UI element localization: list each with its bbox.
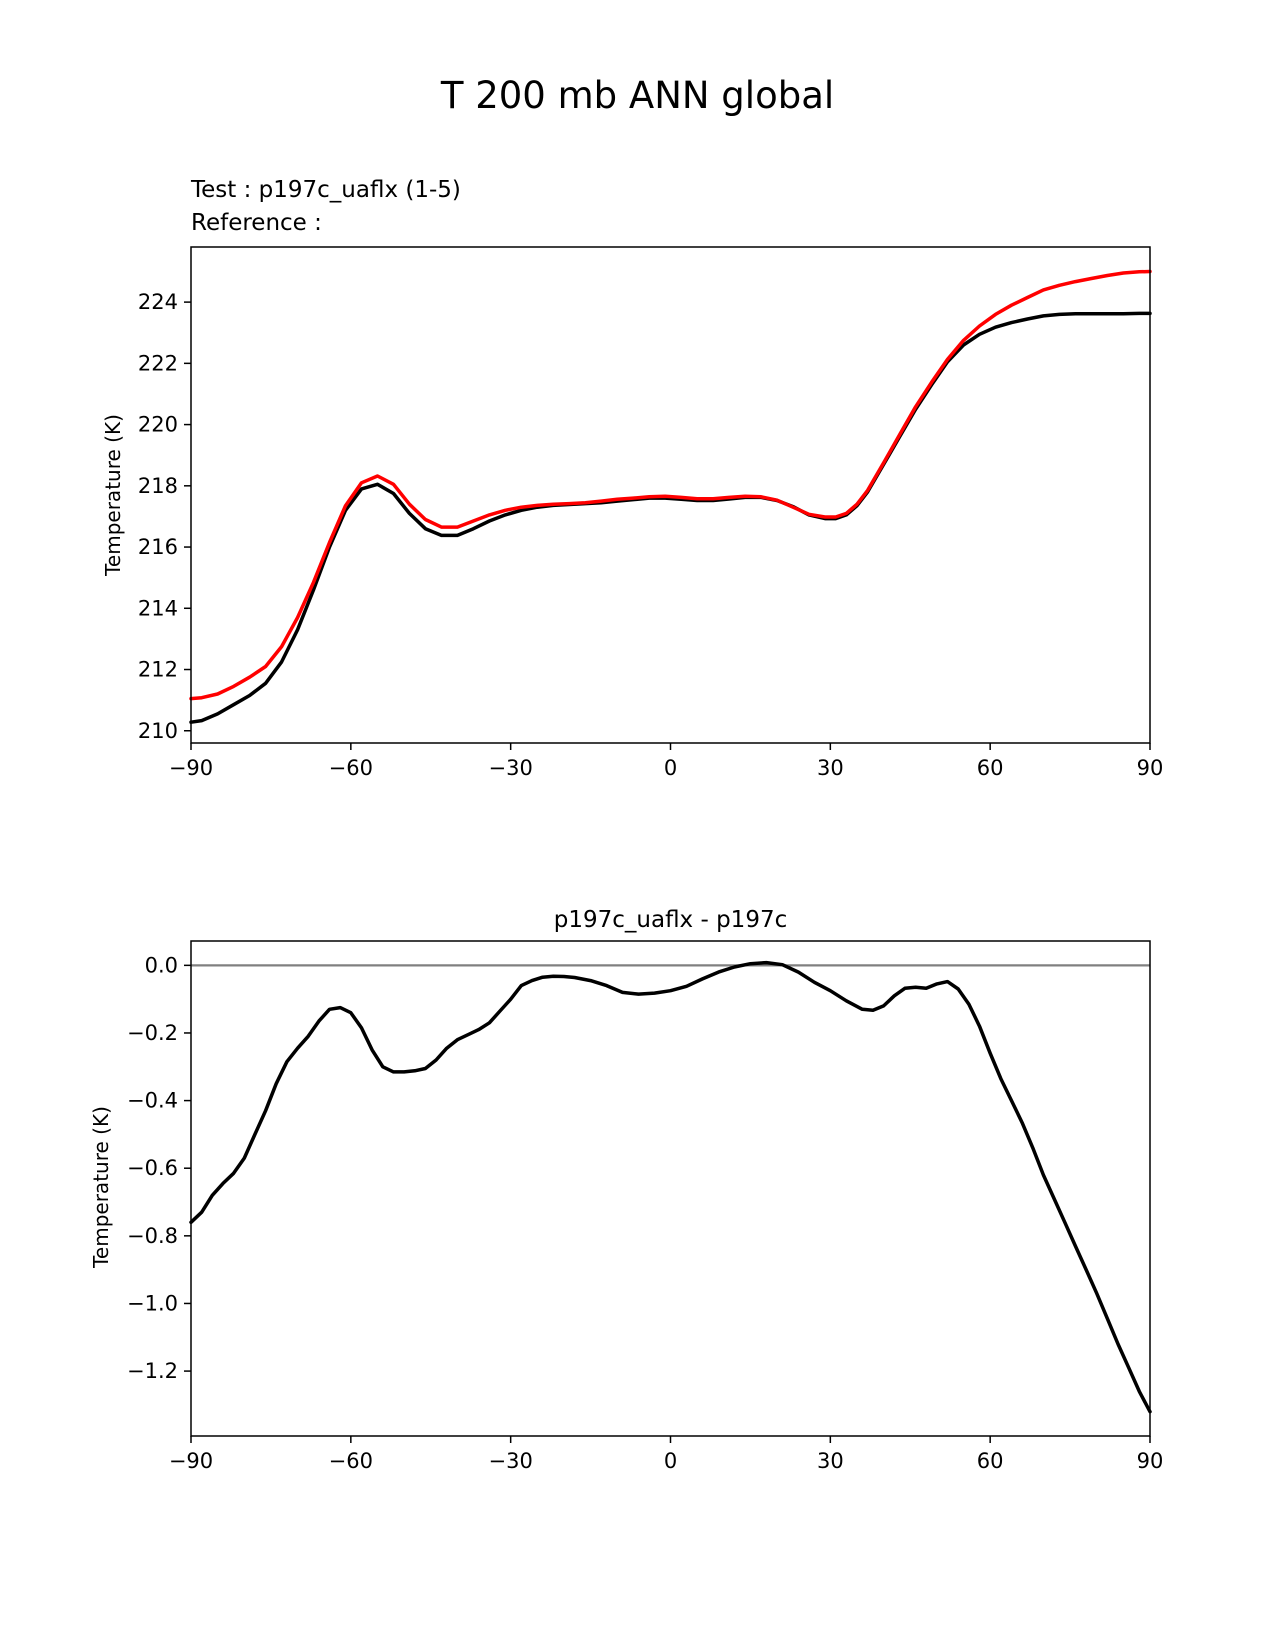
figure-title: T 200 mb ANN global: [440, 74, 834, 117]
bottom-x-tick-label: 60: [977, 1449, 1004, 1473]
top-y-axis-label: Temperature (K): [101, 414, 125, 577]
top-panel: Test : p197c_uaflx (1-5) Reference : Tem…: [101, 177, 1163, 780]
bottom-y-axis-label: Temperature (K): [89, 1106, 113, 1269]
bottom-y-tick-label: −1.0: [127, 1291, 178, 1315]
top-y-tick-label: 222: [138, 351, 178, 375]
bottom-plot-frame: [190, 940, 1151, 1437]
bottom-x-tick-label: 0: [664, 1449, 677, 1473]
top-y-tick-label: 212: [138, 658, 178, 682]
bottom-series: [189, 960, 1152, 1414]
bottom-panel: p197c_uaflx - p197c Temperature (K) −90−…: [89, 907, 1163, 1473]
bottom-y-tick-label: −0.8: [127, 1224, 178, 1248]
test-label: Test : p197c_uaflx (1-5): [190, 177, 461, 203]
bottom-y-tick-label: −0.6: [127, 1156, 178, 1180]
bottom-x-tick-label: 90: [1137, 1449, 1164, 1473]
top-y-ticks: 210 212 214 216 218 220 222 224: [138, 290, 191, 743]
top-y-tick-label: 224: [138, 290, 178, 314]
top-y-tick-label: 210: [138, 719, 178, 743]
bottom-y-ticks: 0.0 −0.2 −0.4 −0.6 −0.8 −1.0 −1.2: [127, 953, 191, 1383]
bottom-y-tick-label: −0.2: [127, 1021, 178, 1045]
top-reference-line: [189, 269, 1152, 701]
top-plot-frame: [190, 246, 1151, 744]
top-series: [189, 269, 1152, 724]
top-test-line: [189, 311, 1152, 724]
top-x-tick-label: 90: [1137, 756, 1164, 780]
top-x-tick-label: 30: [817, 756, 844, 780]
bottom-x-tick-label: −90: [169, 1449, 213, 1473]
top-x-tick-label: −90: [169, 756, 213, 780]
bottom-y-tick-label: −0.4: [127, 1089, 178, 1113]
bottom-x-tick-label: −60: [329, 1449, 373, 1473]
top-y-tick-label: 216: [138, 535, 178, 559]
top-y-tick-label: 218: [138, 474, 178, 498]
top-x-tick-label: −30: [489, 756, 533, 780]
bottom-x-ticks: −90 −60 −30 0 30 60 90: [169, 1436, 1164, 1473]
bottom-x-tick-label: −30: [489, 1449, 533, 1473]
top-x-tick-label: 0: [664, 756, 677, 780]
bottom-y-tick-label: 0.0: [145, 953, 178, 977]
top-x-tick-label: 60: [977, 756, 1004, 780]
top-y-tick-label: 214: [138, 596, 178, 620]
top-x-tick-label: −60: [329, 756, 373, 780]
top-x-ticks: −90 −60 −30 0 30 60 90: [169, 743, 1164, 780]
bottom-panel-title: p197c_uaflx - p197c: [554, 907, 787, 933]
bottom-y-tick-label: −1.2: [127, 1359, 178, 1383]
top-y-tick-label: 220: [138, 413, 178, 437]
bottom-x-tick-label: 30: [817, 1449, 844, 1473]
bottom-difference-line: [189, 960, 1152, 1414]
reference-label: Reference :: [191, 210, 322, 236]
